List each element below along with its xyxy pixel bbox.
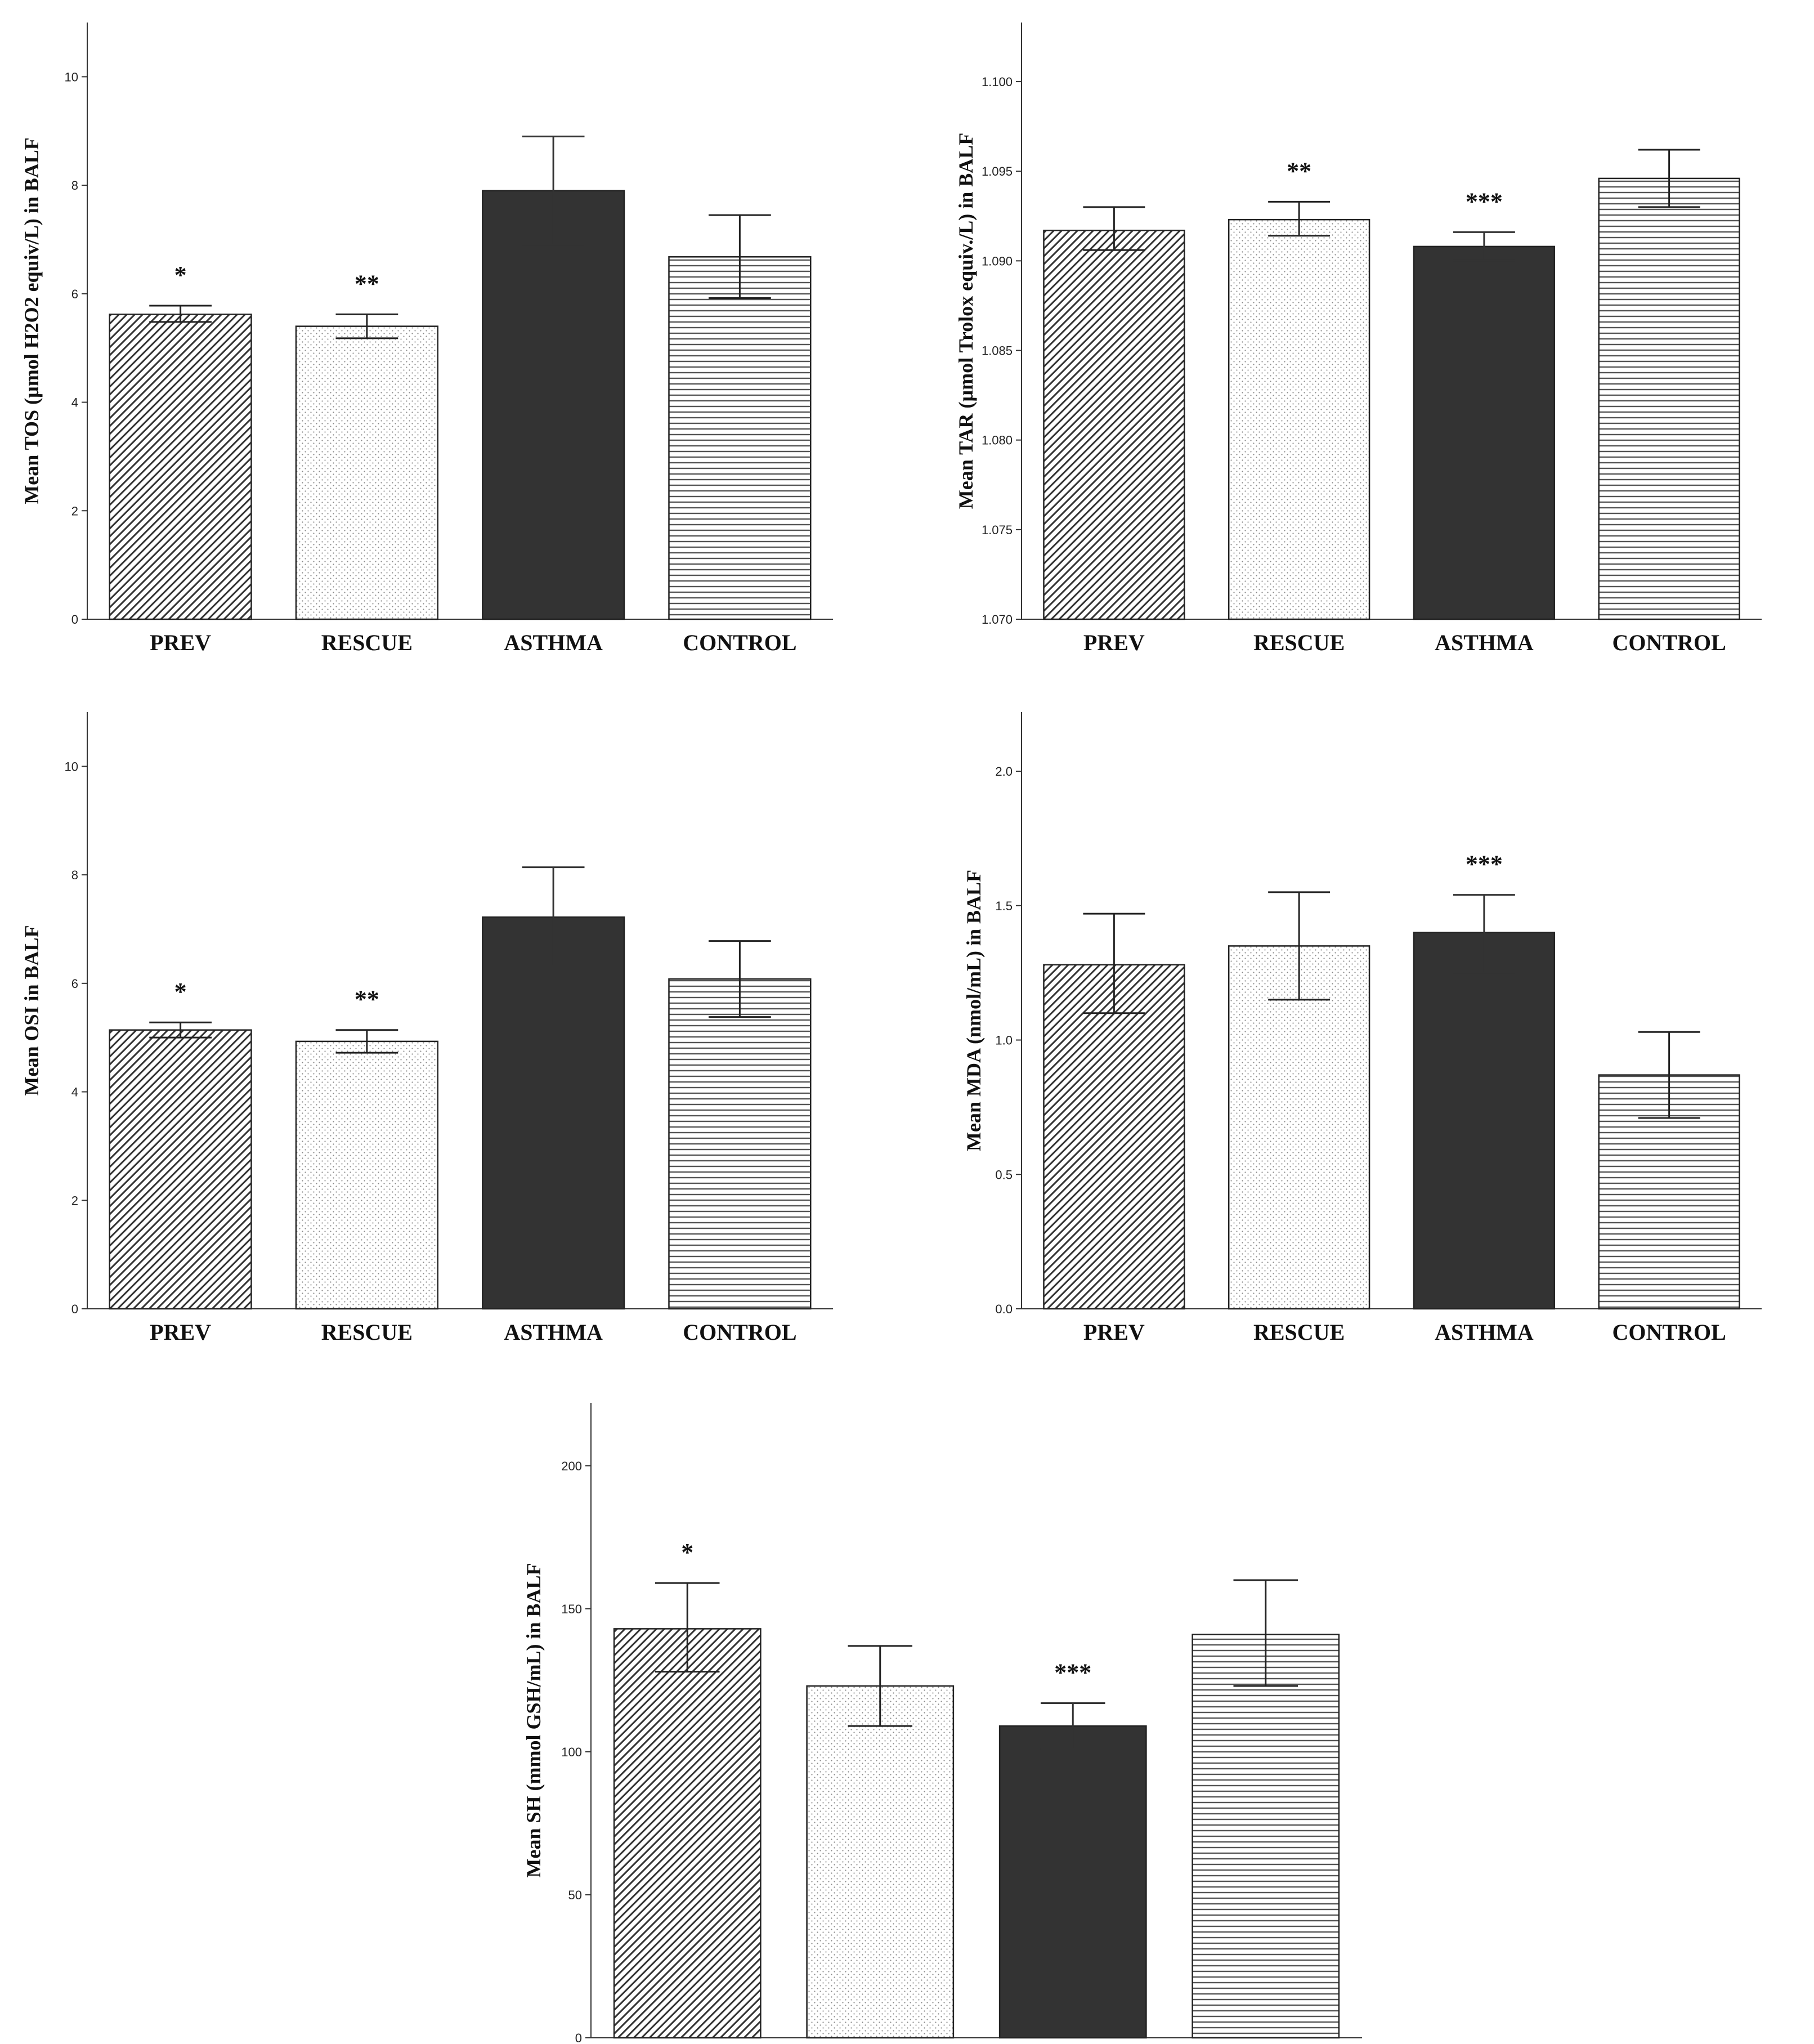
y-tick-label: 1.080 — [982, 433, 1013, 448]
y-tick-label: 4 — [71, 1085, 78, 1099]
x-tick-label: RESCUE — [321, 630, 413, 655]
x-tick-label: PREV — [1083, 630, 1145, 655]
x-tick-label: ASTHMA — [504, 1320, 603, 1345]
significance-marker: ** — [355, 270, 379, 297]
y-tick-label: 0.0 — [995, 1302, 1013, 1316]
significance-marker: *** — [1054, 1659, 1091, 1687]
bar-prev — [109, 314, 252, 620]
chart-panel-3: 0 2 4 6 8 10 Mean OSI in BALF PREV * RESCUE ** ASTH… — [20, 712, 833, 1345]
bar-prev — [1043, 229, 1185, 620]
significance-marker: *** — [1466, 187, 1503, 215]
x-tick-label: RESCUE — [1253, 630, 1345, 655]
y-tick-label: 0 — [575, 2031, 582, 2044]
significance-marker: * — [174, 261, 187, 289]
y-tick-label: 8 — [71, 868, 78, 882]
x-tick-label: ASTHMA — [1435, 1320, 1534, 1345]
bar-rescue — [295, 1040, 438, 1310]
y-tick-label: 200 — [561, 1459, 582, 1473]
x-tick-label: ASTHMA — [504, 630, 603, 655]
bar-asthma — [1413, 245, 1556, 620]
bar-control — [668, 256, 812, 620]
chart-panel-2: 1.070 1.075 1.080 1.085 1.090 1.095 1.100 Mean … — [955, 23, 1762, 655]
x-tick-label: CONTROL — [683, 1320, 796, 1345]
y-axis-title: Mean MDA (nmol/mL) in BALF — [962, 870, 985, 1151]
x-tick-label: PREV — [150, 630, 211, 655]
y-tick-label: 1.085 — [982, 344, 1013, 358]
bar-asthma — [482, 190, 625, 620]
y-tick-label: 2.0 — [995, 764, 1013, 779]
y-tick-label: 2 — [71, 504, 78, 518]
significance-marker: *** — [1466, 851, 1503, 878]
bar-asthma — [482, 916, 625, 1310]
y-tick-label: 1.100 — [982, 75, 1013, 89]
y-tick-label: 8 — [71, 178, 78, 193]
bar-prev — [1043, 964, 1185, 1310]
bar-asthma — [1413, 932, 1556, 1310]
bar-rescue — [1228, 218, 1370, 620]
y-tick-label: 2 — [71, 1193, 78, 1207]
significance-marker: * — [174, 978, 187, 1005]
significance-marker: * — [681, 1538, 693, 1566]
y-axis-title: Mean SH (mmol GSH/mL) in BALF — [522, 1563, 545, 1877]
x-tick-label: PREV — [1083, 1320, 1145, 1345]
y-tick-label: 6 — [71, 977, 78, 991]
x-tick-label: CONTROL — [1613, 1320, 1726, 1345]
y-tick-label: 0 — [71, 1302, 78, 1316]
y-tick-label: 1.075 — [982, 523, 1013, 537]
bar-control — [668, 978, 812, 1310]
y-tick-label: 50 — [568, 1888, 582, 1902]
bar-prev — [613, 1628, 762, 2039]
y-axis-title: Mean OSI in BALF — [20, 925, 43, 1095]
y-tick-label: 1.5 — [995, 899, 1013, 913]
x-tick-label: ASTHMA — [1435, 630, 1534, 655]
bar-control — [1192, 1634, 1340, 2039]
bar-rescue — [806, 1685, 955, 2039]
y-tick-label: 100 — [561, 1745, 582, 1759]
y-tick-label: 1.070 — [982, 612, 1013, 627]
y-tick-label: 1.095 — [982, 164, 1013, 178]
x-tick-label: RESCUE — [1253, 1320, 1345, 1345]
y-tick-label: 6 — [71, 287, 78, 301]
y-tick-label: 10 — [65, 70, 78, 84]
bar-rescue — [1228, 945, 1370, 1310]
y-tick-label: 150 — [561, 1602, 582, 1616]
chart-panel-1: 0 2 4 6 8 10 Mean TOS (µmol H2O2 equiv/L) in B… — [20, 23, 833, 655]
significance-marker: ** — [355, 986, 379, 1013]
bar-rescue — [295, 325, 438, 620]
x-tick-label: PREV — [150, 1320, 211, 1345]
bar-prev — [109, 1029, 252, 1310]
chart-panel-5: 0 50 100 150 200 Mean SH (mmol GSH/mL) in BAL… — [522, 1403, 1362, 2044]
chart-panel-4: 0.0 0.5 1.0 1.5 2.0 Mean MDA (nmol/mL) in BAL… — [962, 712, 1762, 1345]
significance-marker: ** — [1287, 157, 1311, 185]
y-tick-label: 10 — [65, 759, 78, 773]
y-tick-label: 1.090 — [982, 254, 1013, 268]
y-axis-title: Mean TAR (µmol Trolox equiv./L) in BALF — [955, 133, 977, 509]
y-tick-label: 1.0 — [995, 1034, 1013, 1048]
x-tick-label: RESCUE — [321, 1320, 413, 1345]
bar-asthma — [998, 1725, 1147, 2039]
bar-control — [1598, 177, 1740, 620]
y-tick-label: 4 — [71, 396, 78, 410]
y-axis-title: Mean TOS (µmol H2O2 equiv/L) in BALF — [20, 137, 43, 504]
x-tick-label: CONTROL — [683, 630, 796, 655]
x-tick-label: CONTROL — [1613, 630, 1726, 655]
y-tick-label: 0 — [71, 612, 78, 627]
y-tick-label: 0.5 — [995, 1168, 1013, 1182]
